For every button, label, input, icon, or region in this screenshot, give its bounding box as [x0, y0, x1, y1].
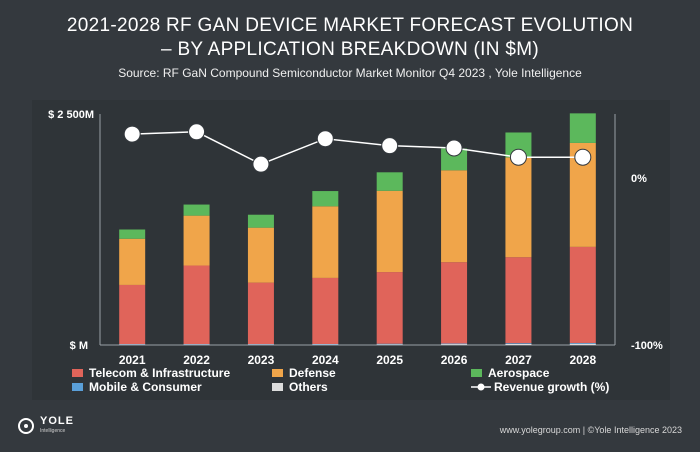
- x-tick-label: 2025: [376, 353, 403, 367]
- legend-label: Defense: [289, 366, 336, 380]
- legend-label: Others: [289, 380, 328, 394]
- bar-segment: [312, 191, 339, 207]
- x-tick-label: 2027: [505, 353, 532, 367]
- y-right-tick-label: -100%: [631, 340, 663, 352]
- chart-source: Source: RF GaN Compound Semiconductor Ma…: [118, 66, 582, 80]
- legend-label: Telecom & Infrastructure: [89, 366, 230, 380]
- bar-segment: [312, 277, 339, 344]
- bar-segment: [441, 148, 468, 171]
- bar-segment: [119, 284, 146, 345]
- bar-segment: [569, 342, 596, 344]
- bar-segment: [569, 343, 596, 345]
- bar-segment: [505, 257, 532, 344]
- bar-segment: [247, 282, 274, 345]
- x-tick-label: 2021: [119, 353, 146, 367]
- bar-segment: [505, 157, 532, 258]
- chart-title-line2: – BY APPLICATION BREAKDOWN (IN $M): [161, 39, 539, 60]
- bar-segment: [376, 172, 403, 191]
- bar-segment: [312, 206, 339, 278]
- yole-logo-icon: [18, 418, 34, 434]
- legend-swatch: [72, 383, 83, 391]
- legend-label: Revenue growth (%): [494, 380, 609, 394]
- logo-sub: Intelligence: [40, 428, 66, 434]
- logo-name: YOLE: [40, 415, 74, 427]
- legend-swatch: [471, 369, 482, 377]
- legend-line-marker: [477, 383, 485, 391]
- growth-point: [381, 137, 399, 155]
- x-tick-label: 2028: [569, 353, 596, 367]
- yole-logo: YOLE Intelligence: [18, 416, 74, 436]
- x-tick-label: 2022: [183, 353, 210, 367]
- y-left-tick-label: $ 2 500M: [48, 109, 94, 121]
- growth-point: [574, 148, 592, 166]
- bar-segment: [247, 227, 274, 283]
- legend-swatch: [272, 383, 283, 391]
- growth-point: [188, 123, 206, 141]
- bar-segment: [441, 344, 468, 345]
- x-tick-label: 2026: [441, 353, 468, 367]
- bar-segment: [183, 215, 210, 266]
- bar-segment: [119, 238, 146, 285]
- legend-label: Mobile & Consumer: [89, 380, 202, 394]
- bar-segment: [441, 262, 468, 344]
- y-right-tick-label: 0%: [631, 173, 647, 185]
- x-tick-label: 2024: [312, 353, 339, 367]
- bar-segment: [441, 170, 468, 263]
- legend-label: Aerospace: [488, 366, 550, 380]
- bar-segment: [569, 246, 596, 343]
- bar-segment: [376, 343, 403, 345]
- bar-segment: [376, 190, 403, 273]
- chart-title-line1: 2021-2028 RF GAN DEVICE MARKET FORECAST …: [66, 15, 634, 36]
- chart-title: 2021-2028 RF GAN DEVICE MARKET FORECAST …: [0, 14, 700, 62]
- bar-segment: [376, 272, 403, 344]
- bar-segment: [183, 265, 210, 345]
- growth-point: [509, 148, 527, 166]
- growth-point: [445, 139, 463, 157]
- legend-swatch: [272, 369, 283, 377]
- growth-point: [252, 155, 270, 173]
- bar-segment: [505, 343, 532, 345]
- growth-point: [316, 130, 334, 148]
- growth-point: [123, 125, 141, 143]
- bar-segment: [376, 344, 403, 345]
- footer-credit: www.yolegroup.com | ©Yole Intelligence 2…: [499, 425, 682, 435]
- bar-segment: [312, 344, 339, 345]
- bar-segment: [247, 214, 274, 228]
- legend-swatch: [72, 369, 83, 377]
- x-tick-label: 2023: [248, 353, 275, 367]
- y-left-tick-label: $ M: [70, 340, 88, 352]
- growth-line: [132, 131, 583, 165]
- bar-segment: [183, 204, 210, 216]
- bar-segment: [569, 113, 596, 143]
- bar-segment: [119, 229, 146, 239]
- bar-segment: [505, 343, 532, 344]
- bar-segment: [441, 343, 468, 345]
